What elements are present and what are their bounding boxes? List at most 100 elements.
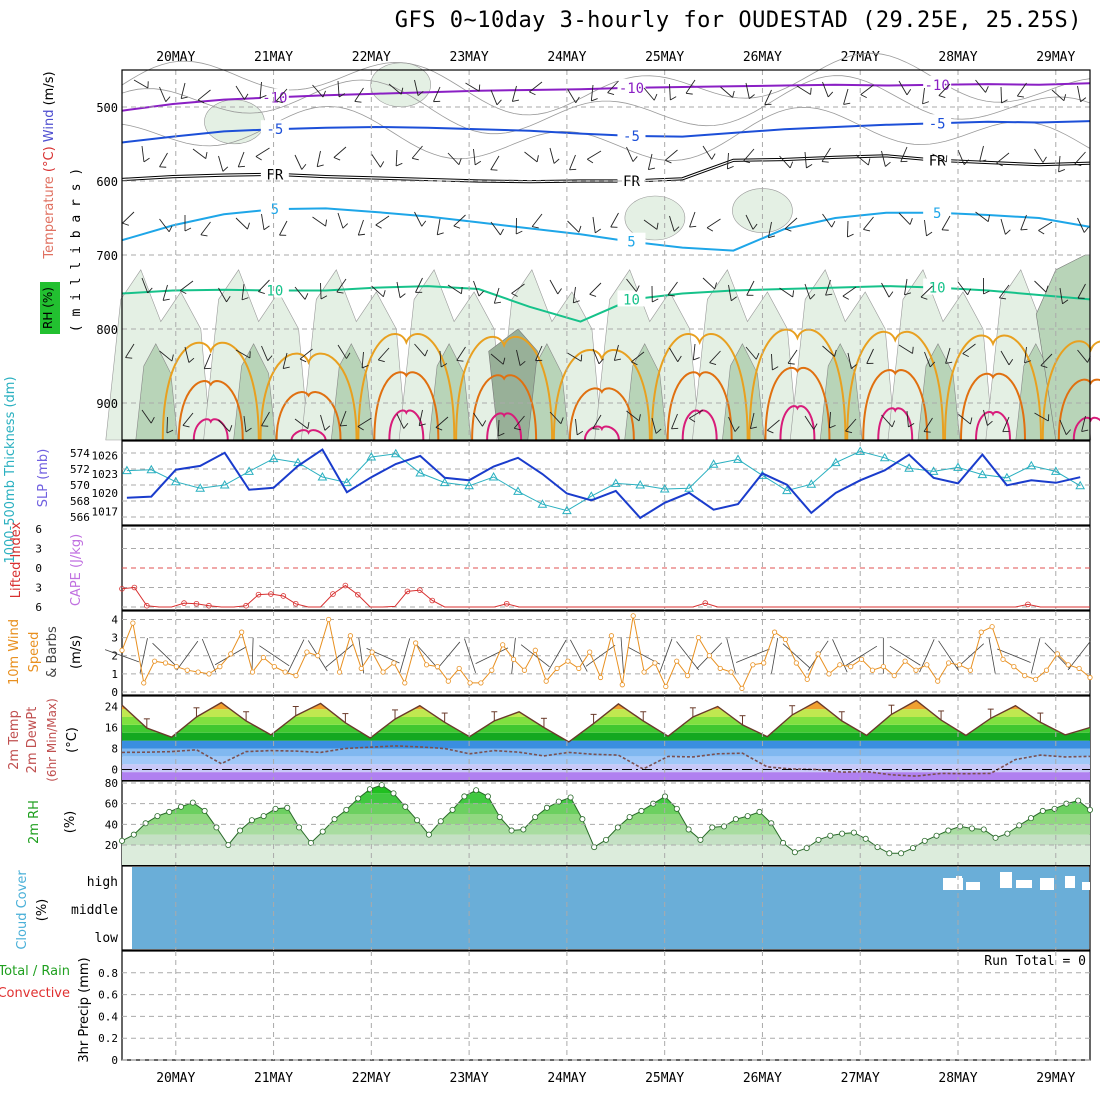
rh-point (673, 805, 680, 812)
precip-tick-label: 0.2 (98, 1032, 118, 1045)
wind-barb-flag (979, 159, 987, 162)
wind-barb (241, 283, 249, 301)
thickness-point (1002, 472, 1012, 482)
precip-tick-label: 0.8 (98, 967, 118, 980)
wind-barb-shaft (567, 88, 577, 103)
wind-barb-flag (734, 426, 740, 432)
wind-barb-flag (181, 96, 188, 99)
wind-ylabel-speed: Speed (27, 632, 42, 673)
wind-barb-shaft (1024, 346, 1027, 363)
wind-barb-shaft (418, 409, 423, 426)
wind-speed-point (162, 660, 169, 666)
rh-point (260, 813, 267, 820)
wind-barb-flag (652, 298, 659, 303)
cloud-gap (1000, 872, 1012, 888)
wind-barb (159, 86, 171, 103)
rh-point (201, 807, 208, 814)
wind-barb-shaft (664, 149, 678, 161)
wind-speed-point (848, 664, 854, 670)
wind-barb-shaft (709, 350, 721, 364)
wind-barb-shaft (846, 645, 878, 666)
wind-barb-flag (706, 227, 714, 232)
isotherm-warm (944, 334, 1042, 441)
wind-barb (979, 145, 987, 162)
wind-barb-flag (689, 417, 696, 423)
rh-point (532, 814, 539, 821)
wind-barb (261, 213, 270, 231)
wind-barb-flag (267, 355, 273, 362)
wind-barb-flag (711, 153, 716, 160)
wind-barb (975, 211, 990, 222)
rh-point (543, 804, 550, 811)
wind-barb-shaft (924, 351, 931, 368)
wind-speed-point (728, 669, 734, 675)
rh-point (555, 798, 562, 805)
rh-point (425, 831, 432, 838)
thickness-point (195, 483, 206, 492)
ylabel-part: Wind (42, 110, 57, 147)
wind-barb (493, 287, 502, 304)
wind-barb (1034, 148, 1047, 163)
lifted-index-point (193, 600, 200, 607)
rh-point (614, 824, 621, 831)
lifted-index-point (268, 591, 274, 597)
wind-barb-flag (789, 161, 794, 169)
wind-barb (1000, 350, 1014, 366)
wind-barb-shaft (180, 82, 186, 99)
wind-barb-shaft (414, 79, 419, 96)
date-label-top: 22MAY (352, 50, 391, 65)
wind-barb-flag (205, 151, 208, 159)
wind-barb-flag (1077, 297, 1085, 299)
wind-speed-point (456, 665, 462, 672)
wind-barb (610, 212, 619, 228)
lifted-index-point (243, 602, 249, 609)
wind-barb-shaft (141, 145, 145, 162)
wind-barb-shaft (689, 409, 704, 419)
isotherm-label-bg (260, 120, 289, 137)
date-label-top: 26MAY (743, 50, 782, 65)
wind-speed-point (858, 656, 865, 662)
wind-barb (473, 412, 487, 427)
wind-barb-flag (610, 226, 618, 228)
wind-barb (414, 642, 439, 670)
wind-barb-shaft (692, 343, 696, 360)
temp-band (122, 724, 1090, 733)
wind-barb (235, 85, 249, 100)
wind-barb-shaft (159, 218, 170, 233)
wind-barb (473, 148, 482, 166)
rh-tick-label: 60 (105, 798, 118, 811)
wind-barb-shaft (1020, 214, 1027, 231)
wind-barb-flag (241, 297, 249, 301)
thickness-point (782, 485, 792, 495)
rh-point (402, 803, 409, 810)
wind-barb-shaft (1081, 415, 1086, 432)
wind-barb-shaft (779, 287, 794, 298)
wind-barb-shaft (855, 154, 869, 166)
wind-barb-shaft (122, 211, 135, 224)
lifted-tick-label: 6 (35, 601, 42, 614)
wind-barb-flag (1081, 429, 1089, 432)
wind-barb-shaft (610, 212, 619, 228)
wind-barb-flag (338, 93, 346, 98)
rh-point (142, 820, 149, 827)
temp-tick-label: 0 (111, 764, 118, 777)
wind-barb-shaft (337, 344, 347, 359)
wind-barb-flag (147, 81, 149, 89)
wind-barb (983, 409, 993, 426)
wind-barb-shaft (1058, 155, 1061, 172)
wind-barb-shaft (671, 413, 678, 430)
wind-barb-shaft (779, 155, 791, 169)
rh-point (744, 813, 751, 820)
rh-point (780, 839, 787, 846)
isotherm-hot (568, 387, 635, 441)
wind-speed-point (478, 680, 484, 686)
wind-barb-shaft (643, 87, 655, 101)
wind-barb (592, 216, 602, 234)
wind-barb (1000, 218, 1011, 235)
wind-barb-flag (866, 362, 874, 364)
wind-barb-flag (283, 366, 290, 369)
wind-barb-flag (1063, 94, 1067, 101)
wind-barb-flag (180, 290, 187, 295)
wind-barb-shaft (1074, 151, 1086, 165)
wind-barb-shaft (201, 638, 217, 673)
